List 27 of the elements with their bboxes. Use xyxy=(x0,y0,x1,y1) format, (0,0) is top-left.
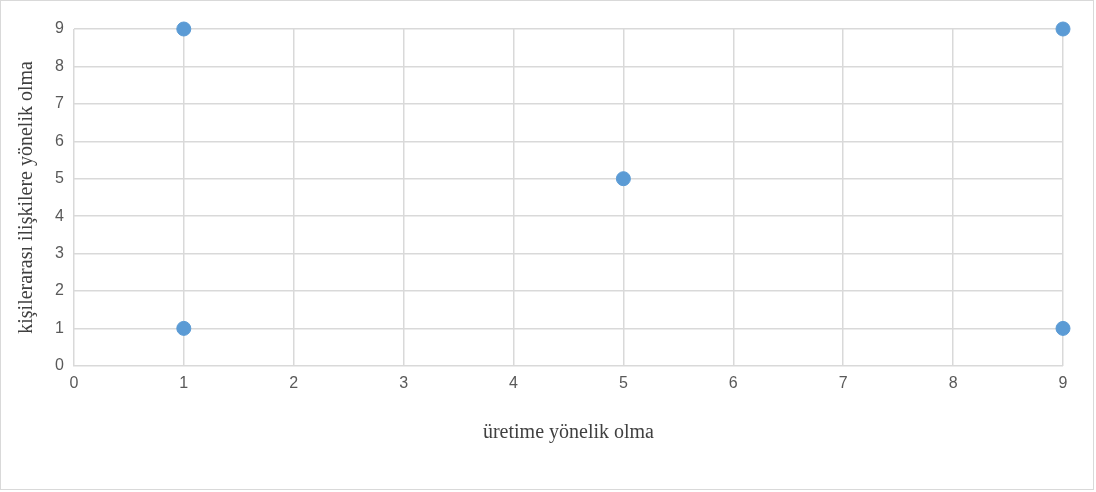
y-axis-title: kişilerarası ilişkilere yönelik olma xyxy=(14,60,38,334)
y-tick-label: 8 xyxy=(54,56,64,74)
x-tick-label: 2 xyxy=(289,373,299,391)
y-tick-label: 4 xyxy=(54,206,64,224)
point xyxy=(1055,320,1071,336)
x-axis-title: üretime yönelik olma xyxy=(482,420,655,444)
x-tick-label: 8 xyxy=(948,373,958,391)
y-tick-label: 7 xyxy=(54,94,64,112)
point xyxy=(615,171,631,187)
y-tick-label: 5 xyxy=(54,169,64,187)
point xyxy=(1055,21,1071,37)
x-tick-label: 3 xyxy=(399,373,409,391)
x-tick-label: 0 xyxy=(69,373,79,391)
x-tick-label: 5 xyxy=(618,373,628,391)
y-tick-label: 3 xyxy=(54,243,64,261)
y-tick-label: 1 xyxy=(54,318,64,336)
x-tick-label: 9 xyxy=(1058,373,1068,391)
x-tick-label: 1 xyxy=(179,373,189,391)
y-tick-label: 6 xyxy=(54,131,64,149)
point xyxy=(176,21,192,37)
y-tick-label: 0 xyxy=(54,356,64,374)
x-tick-label: 4 xyxy=(509,373,519,391)
point xyxy=(176,320,192,336)
x-tick-label: 7 xyxy=(838,373,848,391)
x-tick-label: 6 xyxy=(728,373,738,391)
y-tick-label: 2 xyxy=(54,281,64,299)
y-tick-label: 9 xyxy=(54,19,64,37)
